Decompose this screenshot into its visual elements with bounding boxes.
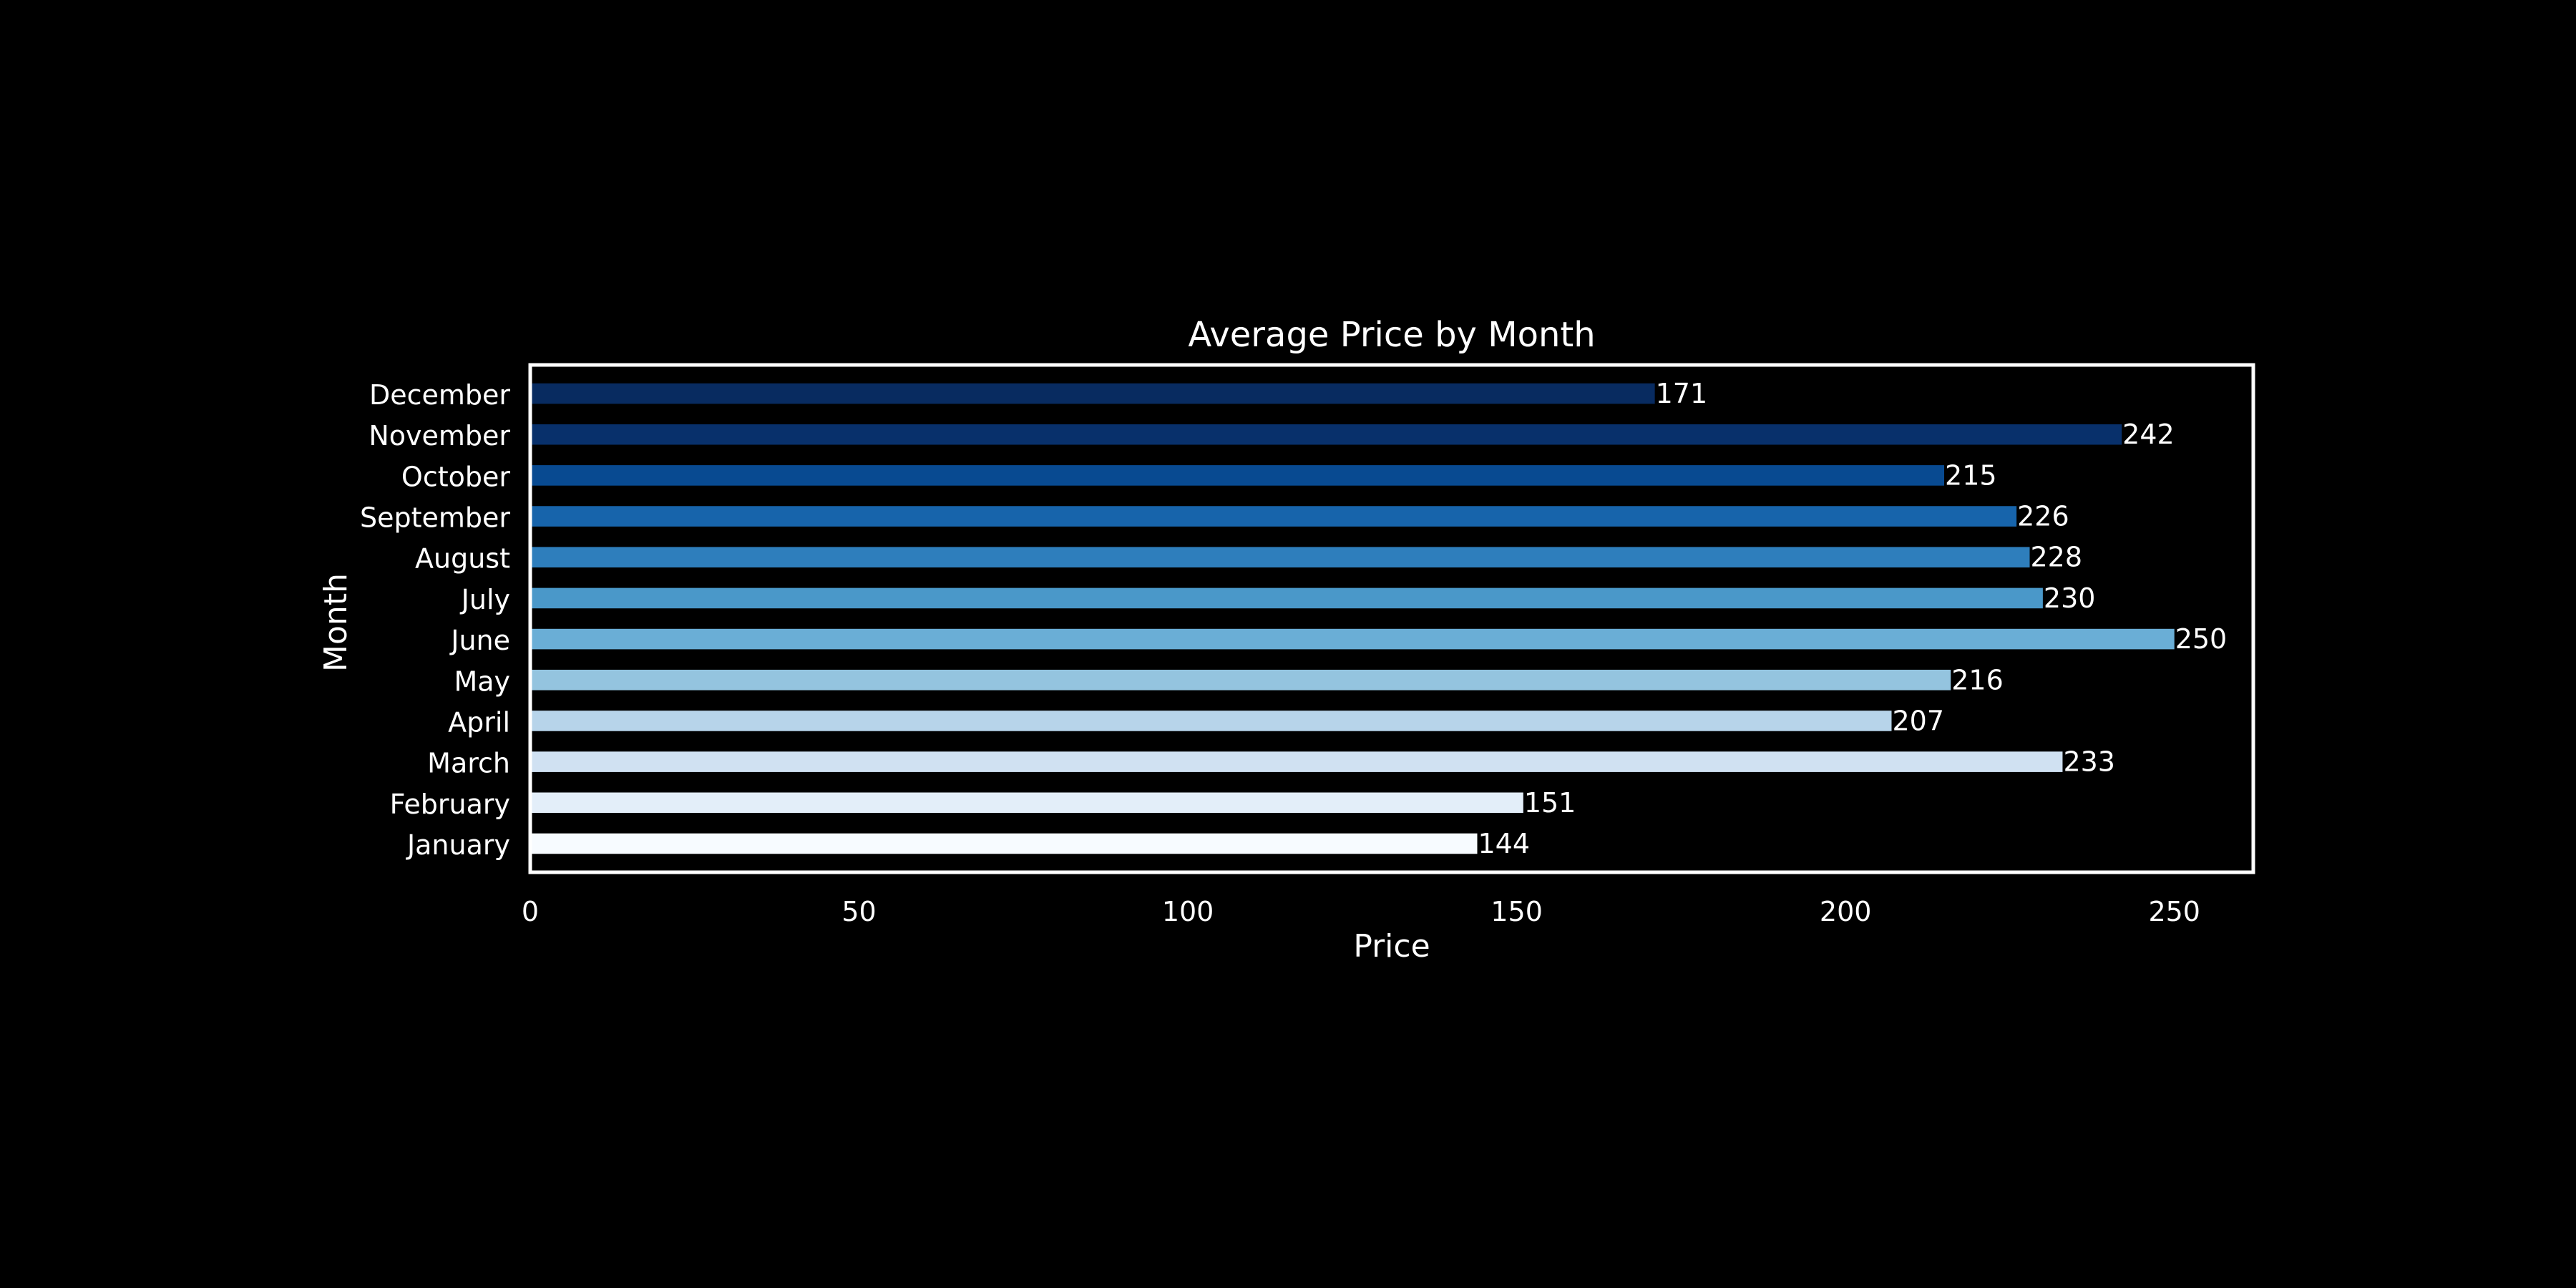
x-tick-label-100: 100 xyxy=(1162,896,1214,927)
y-tick-label-august: August xyxy=(415,543,510,575)
y-tick-label-december: December xyxy=(369,379,510,411)
bar-october xyxy=(530,465,1945,486)
y-tick-label-september: September xyxy=(360,502,510,534)
bar-march xyxy=(530,751,2063,772)
data-label-november: 242 xyxy=(2122,419,2175,450)
data-label-july: 230 xyxy=(2044,582,2096,614)
bars-layer xyxy=(530,383,2175,854)
x-tick-label-250: 250 xyxy=(2148,896,2200,927)
bar-june xyxy=(530,628,2175,650)
bar-july xyxy=(530,587,2043,609)
plot-frame xyxy=(528,363,2255,874)
y-tick-label-june: June xyxy=(449,625,510,656)
y-tick-label-january: January xyxy=(406,829,510,861)
x-tick-label-0: 0 xyxy=(522,896,539,927)
y-tick-label-february: February xyxy=(390,789,510,820)
bar-december xyxy=(530,383,1655,404)
x-tick-label-200: 200 xyxy=(1820,896,1872,927)
bar-february xyxy=(530,792,1523,814)
data-label-january: 144 xyxy=(1478,828,1530,859)
bar-april xyxy=(530,711,1892,731)
y-axis-label: Month xyxy=(318,573,354,672)
bar-may xyxy=(530,669,1951,691)
bar-august xyxy=(530,547,2030,568)
y-axis-ticks: January February March April May June July Augu… xyxy=(360,379,510,861)
data-label-december: 171 xyxy=(1656,378,1708,409)
data-label-october: 215 xyxy=(1945,459,1997,491)
bar-january xyxy=(530,833,1478,854)
y-tick-label-april: April xyxy=(448,706,510,738)
y-tick-label-november: November xyxy=(369,420,510,452)
data-label-august: 228 xyxy=(2031,542,2083,573)
bar-september xyxy=(530,506,2017,527)
chart-title: Average Price by Month xyxy=(1188,315,1595,355)
data-label-june: 250 xyxy=(2175,623,2228,655)
y-tick-label-october: October xyxy=(401,461,510,492)
data-label-march: 233 xyxy=(2063,746,2115,778)
x-tick-label-150: 150 xyxy=(1491,896,1543,927)
x-axis-ticks: 0 50 100 150 200 250 xyxy=(522,896,2200,927)
x-tick-label-50: 50 xyxy=(841,896,876,927)
bar-november xyxy=(530,424,2122,445)
data-label-february: 151 xyxy=(1524,787,1576,819)
data-label-april: 207 xyxy=(1893,705,1945,736)
x-axis-label: Price xyxy=(1353,928,1430,965)
y-tick-label-march: March xyxy=(427,748,510,779)
y-tick-label-may: May xyxy=(454,665,510,697)
data-label-may: 216 xyxy=(1951,664,2004,696)
y-tick-label-july: July xyxy=(460,584,510,615)
data-label-september: 226 xyxy=(2017,501,2069,532)
